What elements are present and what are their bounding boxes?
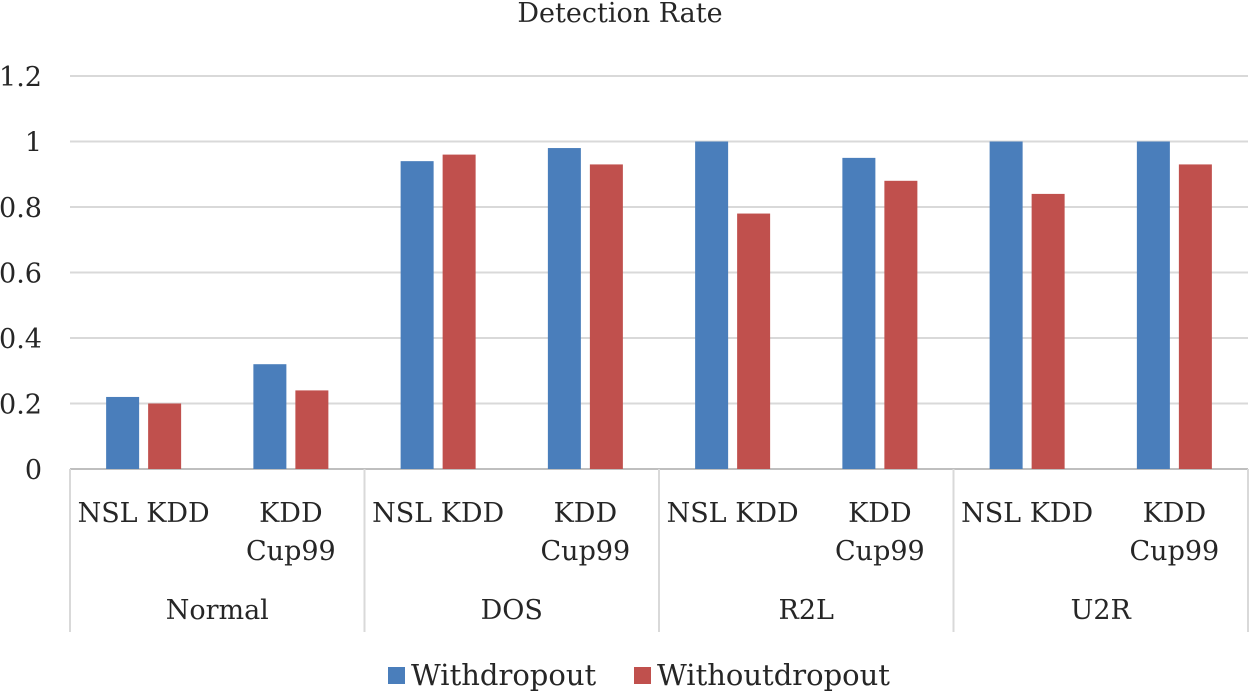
bar <box>1136 141 1170 469</box>
bar <box>547 148 581 470</box>
bar <box>884 180 918 470</box>
x-category-label: NSL KDD <box>961 498 1093 529</box>
x-category-label: Cup99 <box>835 536 925 567</box>
x-category-label: NSL KDD <box>78 498 210 529</box>
y-tick-label: 0.6 <box>0 259 42 290</box>
bar <box>1031 193 1065 469</box>
x-category-label: Cup99 <box>541 536 631 567</box>
legend-label: Withdropout <box>411 658 596 692</box>
legend-swatch <box>634 667 651 684</box>
legend-label: Withoutdropout <box>657 658 890 692</box>
bar <box>295 390 329 469</box>
x-category-label: Cup99 <box>1130 536 1220 567</box>
y-tick-label: 0.2 <box>0 390 42 421</box>
bar <box>989 141 1023 469</box>
y-tick-label: 0.4 <box>0 324 42 355</box>
bar <box>1178 164 1212 470</box>
y-tick-label: 1.2 <box>0 62 42 93</box>
x-group-label: DOS <box>481 595 543 626</box>
x-category-label: KDD <box>554 498 617 529</box>
bar <box>106 396 140 469</box>
bar <box>148 403 182 469</box>
bar <box>737 213 771 469</box>
x-category-label: KDD <box>1143 498 1206 529</box>
bar <box>400 161 434 469</box>
legend-swatch <box>388 667 405 684</box>
x-category-label: KDD <box>848 498 911 529</box>
y-tick-label: 0.8 <box>0 193 42 224</box>
x-group-label: R2L <box>779 595 835 626</box>
bar <box>253 364 287 469</box>
bar <box>842 157 876 469</box>
y-tick-label: 1 <box>25 128 42 159</box>
bar <box>442 154 476 469</box>
x-category-label: Cup99 <box>246 536 336 567</box>
x-category-label: KDD <box>259 498 322 529</box>
x-category-label: NSL KDD <box>372 498 504 529</box>
chart-title: Detection Rate <box>517 0 722 29</box>
x-group-label: U2R <box>1071 595 1132 626</box>
bar <box>695 141 729 469</box>
x-group-label: Normal <box>166 595 269 626</box>
bar <box>589 164 623 470</box>
x-category-label: NSL KDD <box>667 498 799 529</box>
y-tick-label: 0 <box>25 455 42 486</box>
